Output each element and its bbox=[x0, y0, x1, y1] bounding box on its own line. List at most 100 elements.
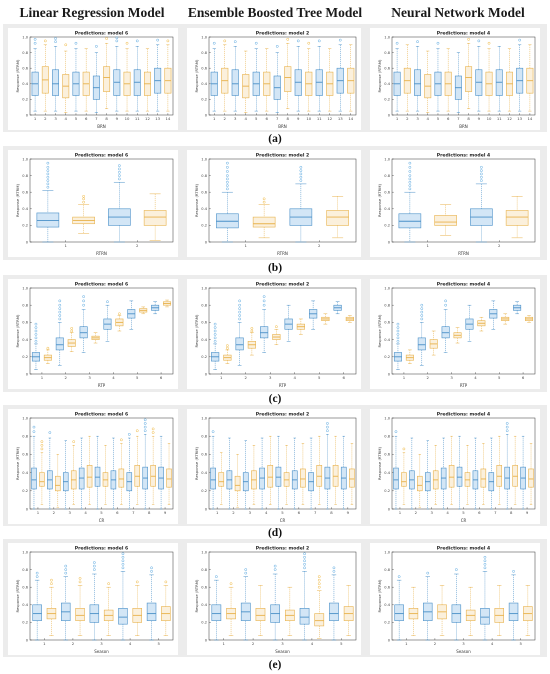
x-tick-label: 7 bbox=[457, 116, 460, 121]
box bbox=[300, 468, 306, 488]
outlier-point bbox=[420, 314, 424, 317]
outlier-point bbox=[43, 39, 47, 43]
y-tick-label: 0.6 bbox=[384, 67, 390, 71]
chart-title: Predictions: model 2 bbox=[256, 31, 309, 37]
box bbox=[508, 602, 519, 621]
box-group bbox=[31, 425, 37, 510]
box bbox=[329, 602, 339, 621]
outlier-point bbox=[483, 566, 487, 570]
box bbox=[283, 472, 290, 487]
outlier-point bbox=[408, 165, 412, 169]
x-tick-label: 1 bbox=[216, 510, 219, 515]
x-tick-label: 12 bbox=[327, 116, 332, 121]
box bbox=[55, 337, 64, 351]
x-tick-label: 1 bbox=[427, 243, 430, 248]
y-tick-label: 0.8 bbox=[22, 51, 28, 55]
y-tick-label: 0.6 bbox=[201, 191, 207, 195]
outlier-point bbox=[121, 566, 125, 570]
x-tick-label: 7 bbox=[132, 510, 135, 515]
box-group bbox=[242, 440, 249, 510]
plot-frame bbox=[29, 417, 174, 510]
outlier-point bbox=[226, 174, 229, 177]
box bbox=[235, 337, 244, 351]
x-tick-label: 9 bbox=[297, 116, 300, 121]
box-group bbox=[333, 301, 342, 315]
box-group bbox=[231, 40, 239, 112]
outlier-point bbox=[226, 165, 229, 169]
plot-frame bbox=[208, 417, 357, 510]
chart-panel: Predictions: model 2 0 0.2 0.4 0.6 0.8 1.0 Resp… bbox=[187, 279, 361, 389]
x-tick-label: 6 bbox=[522, 375, 525, 380]
outlier-point bbox=[226, 180, 229, 184]
outlier-point bbox=[238, 299, 241, 303]
box-group bbox=[300, 443, 306, 505]
x-axis-label: RTP bbox=[98, 383, 106, 388]
chart-svg: Predictions: model 6 0 0.2 0.4 0.6 0.8 1.0 Resp… bbox=[15, 153, 174, 256]
outlier-point bbox=[34, 329, 38, 333]
box bbox=[234, 475, 241, 492]
outlier-point bbox=[480, 179, 483, 182]
y-axis-label: Response (RTRM) bbox=[15, 446, 20, 480]
box-group bbox=[234, 454, 241, 508]
box-group bbox=[477, 316, 486, 332]
outlier-point bbox=[143, 418, 147, 422]
box-group bbox=[289, 165, 313, 243]
outlier-point bbox=[303, 566, 306, 570]
box-group bbox=[465, 37, 473, 110]
plot-frame bbox=[208, 551, 357, 641]
x-tick-label: 3 bbox=[416, 116, 419, 121]
y-tick-label: 0.8 bbox=[384, 435, 390, 439]
outlier-point bbox=[58, 317, 62, 321]
outlier-point bbox=[238, 303, 241, 307]
box-group bbox=[62, 43, 70, 113]
box bbox=[394, 604, 404, 621]
box bbox=[401, 472, 407, 487]
x-tick-label: 6 bbox=[116, 510, 119, 515]
box-group bbox=[41, 39, 49, 112]
y-tick-label: 0.4 bbox=[384, 207, 390, 211]
box-group bbox=[423, 571, 433, 641]
x-tick-label: 9 bbox=[116, 116, 119, 121]
box-group bbox=[308, 437, 314, 510]
x-tick-label: 6 bbox=[478, 510, 481, 515]
chart-panel: Predictions: model 6 0 0.2 0.4 0.6 0.8 1.0 Resp… bbox=[8, 279, 178, 389]
box-group bbox=[456, 435, 463, 510]
x-axis-label: BRN bbox=[97, 124, 106, 129]
outlier-point bbox=[223, 39, 227, 43]
outlier-point bbox=[226, 177, 229, 181]
box-group bbox=[133, 39, 141, 112]
box-group bbox=[417, 303, 426, 366]
chart-svg: Predictions: model 4 0 0.2 0.4 0.6 0.8 1.0 Resp… bbox=[377, 153, 536, 256]
box-group bbox=[496, 435, 503, 505]
y-tick-label: 0.6 bbox=[22, 586, 28, 590]
outlier-point bbox=[213, 339, 217, 343]
chart-panel: Predictions: model 2 0 0.2 0.4 0.6 0.8 1.0 Resp… bbox=[187, 150, 361, 257]
outlier-point bbox=[455, 568, 458, 571]
chart-panel: Predictions: model 2 0 0.2 0.4 0.6 0.8 1.0 Resp… bbox=[187, 543, 361, 655]
chart-panel: Predictions: model 4 0 0.2 0.4 0.6 0.8 1.0 Resp… bbox=[370, 28, 540, 130]
y-axis-label: Response (RTRM) bbox=[15, 59, 20, 93]
box-group bbox=[94, 435, 101, 510]
box-group bbox=[91, 332, 100, 344]
y-tick-label: 1.0 bbox=[22, 157, 28, 161]
y-tick-label: 0.6 bbox=[384, 586, 390, 590]
x-tick-label: 3 bbox=[54, 116, 57, 121]
box-group bbox=[142, 418, 148, 510]
y-tick-label: 1.0 bbox=[22, 35, 28, 39]
x-axis-label: CR bbox=[280, 518, 286, 523]
y-tick-label: 1.0 bbox=[22, 550, 28, 554]
x-tick-label: 2 bbox=[136, 243, 139, 248]
box bbox=[55, 475, 61, 492]
outlier-point bbox=[262, 295, 266, 298]
box-group bbox=[115, 312, 124, 332]
box-group bbox=[525, 315, 534, 323]
outlier-point bbox=[408, 187, 412, 191]
plot-frame bbox=[208, 36, 357, 116]
y-tick-label: 0.6 bbox=[201, 453, 207, 457]
y-tick-label: 0.8 bbox=[22, 174, 28, 178]
y-tick-label: 1.0 bbox=[384, 550, 390, 554]
x-tick-label: 4 bbox=[245, 116, 248, 121]
outlier-point bbox=[93, 561, 96, 564]
box bbox=[465, 66, 473, 92]
x-tick-label: 3 bbox=[69, 510, 72, 515]
